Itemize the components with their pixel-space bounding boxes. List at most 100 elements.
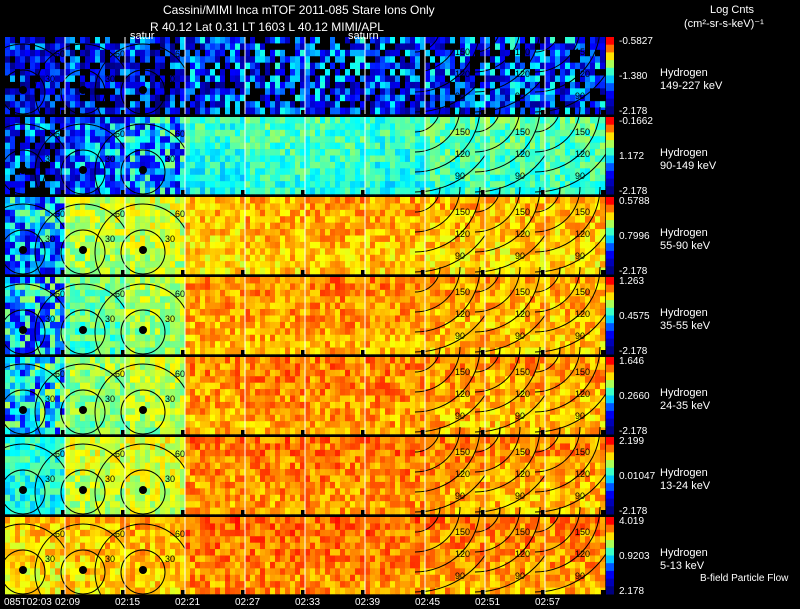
heatmap-cell [545,62,551,70]
heatmap-cell [460,129,466,137]
heatmap-cell [320,187,326,195]
heatmap-cell [75,321,81,329]
heatmap-cell [400,222,406,230]
heatmap-cell [175,241,181,249]
heatmap-cell [415,181,421,188]
heatmap-cell [155,81,161,89]
heatmap-cell [595,94,601,102]
heatmap-cell [545,94,551,102]
heatmap-cell [115,81,121,89]
heatmap-cell [280,88,286,96]
heatmap-cell [115,261,121,268]
heatmap-cell [5,289,11,297]
heatmap-cell [65,277,71,284]
heatmap-cell [5,235,11,243]
heatmap-cell [520,187,526,195]
heatmap-cell [190,235,196,243]
heatmap-cell [90,43,96,51]
heatmap-cell [40,168,46,176]
heatmap-cell [230,75,236,83]
heatmap-cell [190,203,196,211]
heatmap-cell [320,88,326,96]
heatmap-cell [430,216,436,223]
heatmap-cell [420,37,426,44]
heatmap-cell [75,155,81,163]
heatmap-cell [185,261,191,268]
heatmap-cell [260,81,266,89]
heatmap-cell [405,37,411,44]
heatmap-cell [470,181,476,188]
heatmap-cell [75,267,81,275]
heatmap-cell [180,149,186,156]
heatmap-cell [375,123,381,131]
heatmap-cell [530,222,536,230]
heatmap-cell [125,117,131,124]
heatmap-cell [400,168,406,176]
heatmap-cell [425,69,431,76]
colorbar-segment [606,140,614,149]
heatmap-cell [65,56,71,63]
heatmap-cell [510,229,516,236]
heatmap-cell [110,334,116,342]
heatmap-cell [15,81,21,89]
heatmap-cell [60,88,66,96]
heatmap-cell [510,161,516,169]
heatmap-cell [440,161,446,169]
heatmap-cell [180,241,186,249]
heatmap-cell [205,49,211,57]
heatmap-cell [115,69,121,76]
heatmap-cell [300,197,306,204]
heatmap-cell [210,161,216,169]
heatmap-cell [10,315,16,323]
heatmap-cell [370,254,376,262]
heatmap-cell [465,168,471,176]
heatmap-cell [145,289,151,297]
heatmap-cell [280,181,286,188]
heatmap-cell [365,129,371,137]
heatmap-cell [70,129,76,137]
contour-ring [0,229,46,275]
heatmap-cell [435,69,441,76]
heatmap-cell [285,43,291,51]
heatmap-cell [355,216,361,223]
heatmap-cell [455,94,461,102]
heatmap-cell [590,149,596,156]
heatmap-cell [390,56,396,63]
heatmap-cell [385,107,391,115]
heatmap-cell [470,197,476,204]
heatmap-cell [165,261,171,268]
heatmap-cell [125,216,131,223]
heatmap-cell [65,254,71,262]
heatmap-cell [590,117,596,124]
heatmap-cell [105,235,111,243]
heatmap-cell [390,216,396,223]
heatmap-cell [145,187,151,195]
heatmap-cell [185,155,191,163]
heatmap-cell [405,43,411,51]
heatmap-cell [295,197,301,204]
heatmap-cell [120,328,126,336]
heatmap-cell [565,88,571,96]
heatmap-cell [275,229,281,236]
heatmap-cell [125,155,131,163]
heatmap-cell [45,209,51,217]
heatmap-cell [320,161,326,169]
heatmap-cell [90,315,96,323]
heatmap-cell [160,181,166,188]
heatmap-cell [470,107,476,115]
heatmap-cell [200,229,206,236]
heatmap-cell [355,149,361,156]
heatmap-cell [180,203,186,211]
heatmap-cell [470,75,476,83]
heatmap-cell [395,222,401,230]
contour-label: 60 [175,129,185,139]
heatmap-cell [455,101,461,108]
heatmap-cell [205,209,211,217]
heatmap-cell [470,254,476,262]
heatmap-cell [475,235,481,243]
heatmap-cell [115,277,121,284]
heatmap-cell [270,43,276,51]
heatmap-cell [355,155,361,163]
heatmap-cell [215,43,221,51]
heatmap-cell [415,43,421,51]
